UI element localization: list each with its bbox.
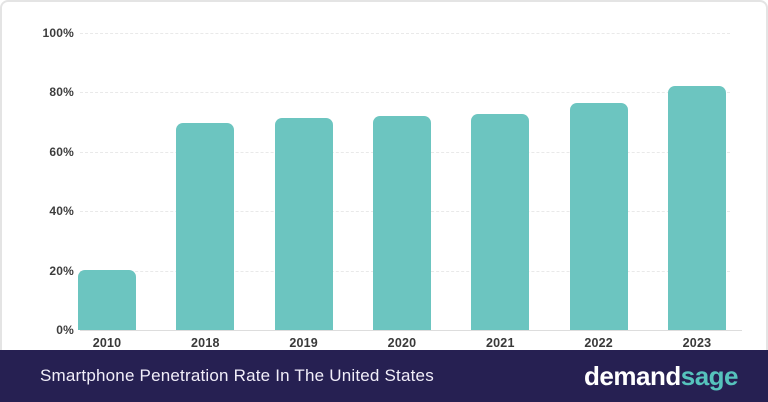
y-tick-label-60: 60% <box>49 144 74 159</box>
x-tick-label-2020: 2020 <box>387 336 417 350</box>
y-tick-label-100: 100% <box>42 26 74 40</box>
demandsage-logo: demandsage <box>584 363 738 389</box>
y-tick-label-40: 40% <box>49 204 74 219</box>
y-tick-label-80: 80% <box>49 85 74 100</box>
x-tick-label-2023: 2023 <box>682 336 712 350</box>
y-tick-label-20: 20% <box>49 263 74 278</box>
bar-2019 <box>274 117 333 330</box>
gridline-80 <box>80 92 730 94</box>
bar-chart-card: 0% 20% 40% 60% 80% 100% 2010 2018 2019 2020 2021 20… <box>0 0 768 350</box>
bar-2021 <box>471 114 530 330</box>
bar-2023 <box>667 85 726 330</box>
bar-2010 <box>78 270 136 330</box>
x-tick-label-2019: 2019 <box>289 336 318 350</box>
bar-2018 <box>176 123 235 330</box>
x-tick-label-2018: 2018 <box>191 336 220 350</box>
x-tick-label-2022: 2022 <box>584 336 613 350</box>
gridline-100 <box>80 33 730 34</box>
bar-2020 <box>372 115 431 330</box>
footer-banner: Smartphone Penetration Rate In The Unite… <box>0 350 768 402</box>
x-axis-line <box>80 330 742 331</box>
chart-title: Smartphone Penetration Rate In The Unite… <box>40 366 434 385</box>
logo-text-sage: sage <box>680 361 739 391</box>
y-tick-label-0: 0% <box>56 323 74 337</box>
logo-text-demand: demand <box>584 361 681 391</box>
x-tick-label-2010: 2010 <box>92 336 122 350</box>
bar-2022 <box>569 102 628 330</box>
x-tick-label-2021: 2021 <box>486 336 515 350</box>
